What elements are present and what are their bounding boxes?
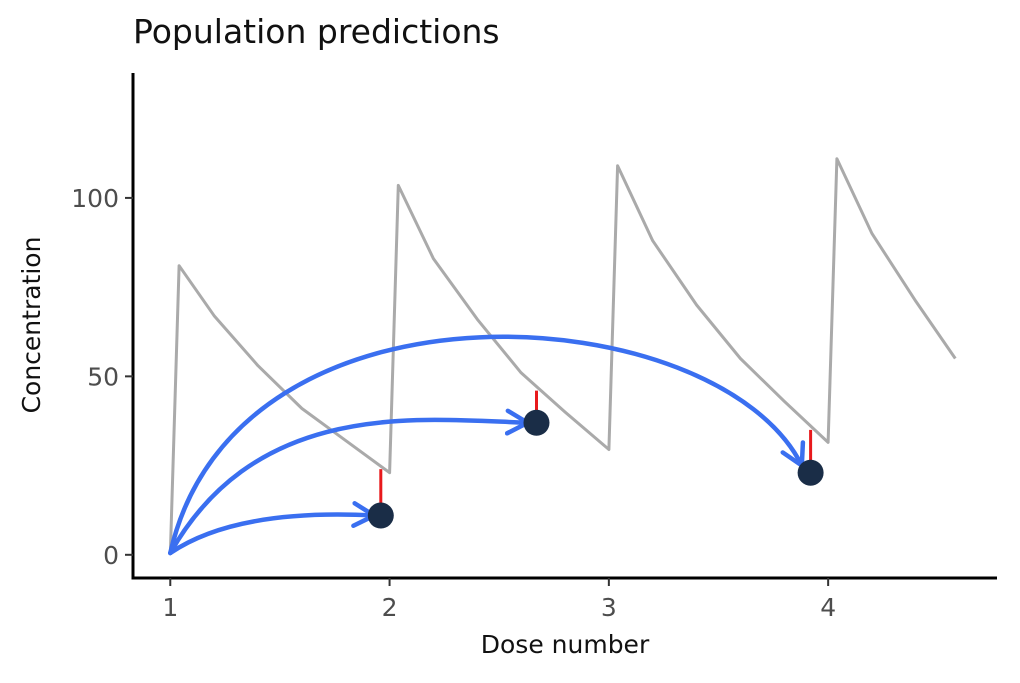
- chart-title: Population predictions: [133, 12, 500, 51]
- x-axis-title: Dose number: [481, 630, 650, 659]
- axis-ticks: 1 2 3 4 0 50 100: [71, 184, 836, 622]
- arrow-3: [168, 334, 806, 556]
- y-tick-label: 0: [103, 541, 119, 570]
- x-tick-label: 2: [382, 593, 398, 622]
- arrow-1: [168, 501, 377, 556]
- x-tick-label: 4: [820, 593, 836, 622]
- y-axis-title: Concentration: [17, 237, 46, 414]
- y-tick-label: 100: [71, 184, 119, 213]
- observation-point-1: [367, 502, 394, 529]
- observation-point-3: [797, 459, 824, 486]
- arrow-2: [168, 408, 530, 556]
- x-tick-label: 3: [601, 593, 617, 622]
- y-tick-label: 50: [87, 362, 119, 391]
- observation-point-2: [523, 409, 550, 436]
- plot-area: [168, 157, 957, 556]
- prediction-curve: [168, 157, 957, 555]
- x-tick-label: 1: [162, 593, 178, 622]
